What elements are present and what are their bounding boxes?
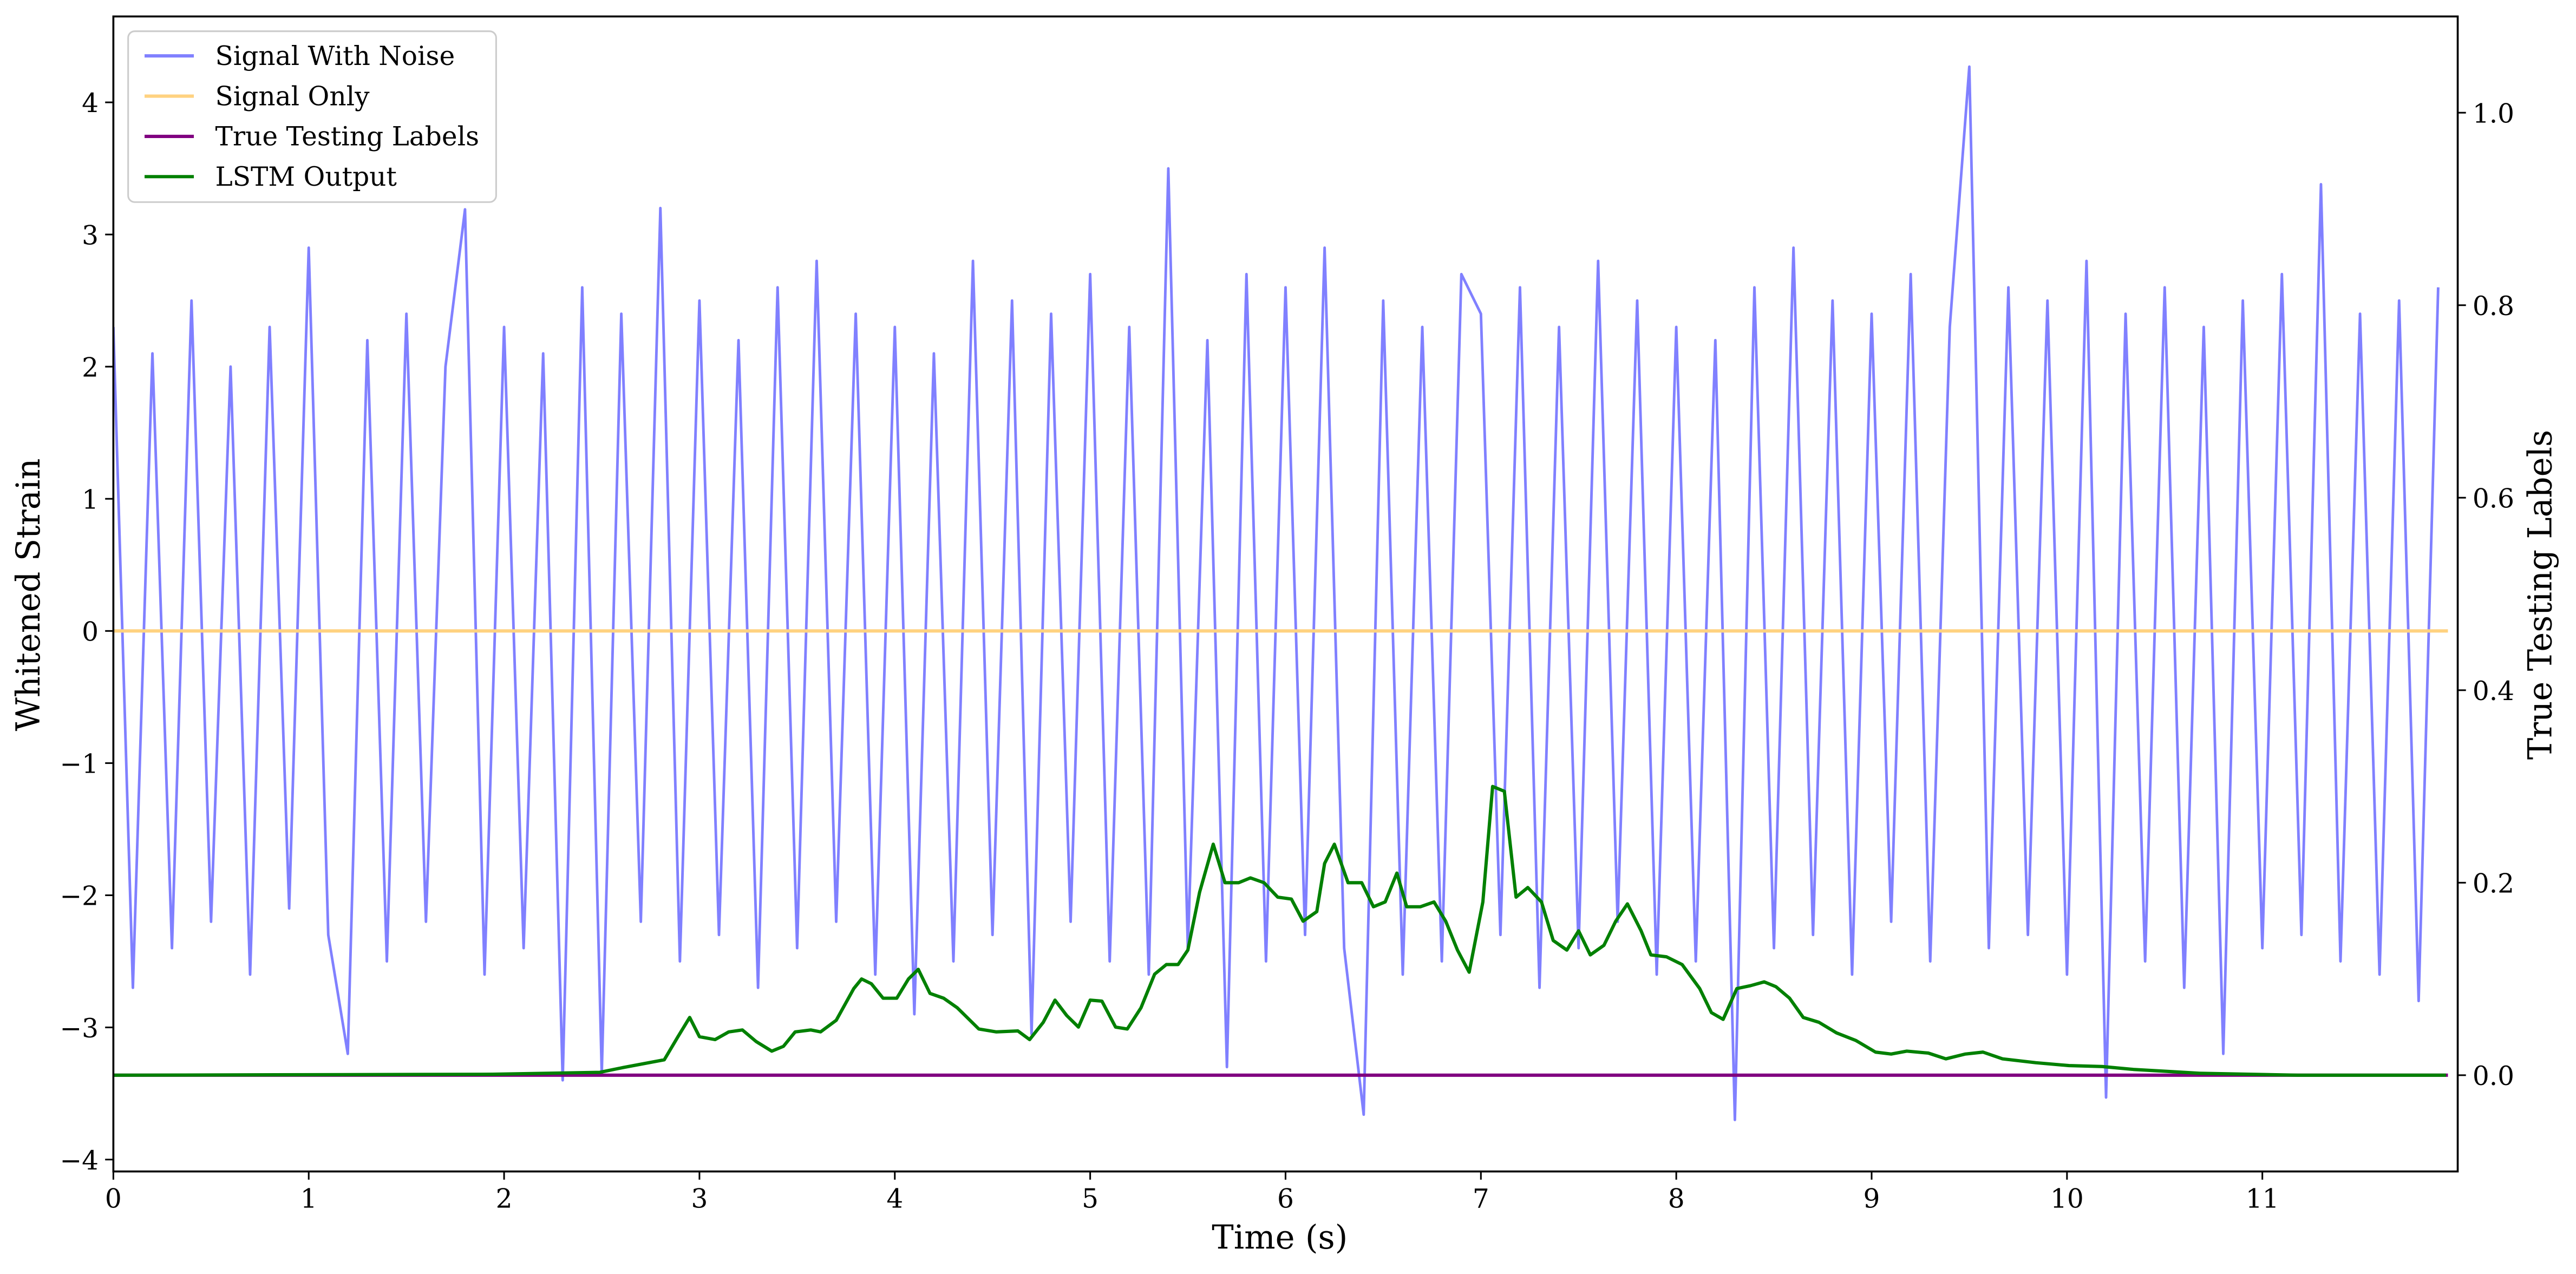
x-tick-label: 4	[886, 1184, 903, 1214]
series-line	[113, 785, 2446, 1077]
y2-tick-label: 0.2	[2473, 869, 2514, 899]
x-tick-label: 11	[2246, 1184, 2279, 1214]
y-tick-label: 3	[82, 220, 99, 251]
y-tick-label: 1	[82, 485, 99, 515]
y-tick-label: 0	[82, 617, 99, 648]
x-tick-label: 3	[691, 1184, 708, 1214]
y-tick-label: 2	[82, 352, 99, 383]
y-tick-label: −1	[60, 749, 99, 780]
legend-box	[127, 30, 497, 203]
y2-tick-label: 0.8	[2473, 291, 2514, 322]
y-tick-label: −2	[60, 881, 99, 912]
series-line	[113, 65, 2440, 1121]
y-tick-label: 4	[82, 88, 99, 119]
x-axis-label: Time (s)	[1212, 1219, 1348, 1257]
y2-tick-label: 0.6	[2473, 484, 2514, 514]
y-tick-label: −3	[60, 1014, 99, 1044]
y2-axis-label: True Testing Labels	[2521, 430, 2559, 760]
plot-frame	[112, 15, 2459, 1173]
x-tick-label: 0	[105, 1184, 122, 1214]
legend-label: Signal With Noise	[215, 41, 455, 71]
x-tick-label: 9	[1864, 1184, 1880, 1214]
y2-tick-label: 0.0	[2473, 1061, 2514, 1092]
y2-tick-label: 1.0	[2473, 99, 2514, 129]
x-tick-label: 1	[300, 1184, 317, 1214]
y-tick-label: −4	[60, 1146, 99, 1176]
x-tick-label: 6	[1277, 1184, 1294, 1214]
y-axis-label: Whitened Strain	[10, 459, 48, 731]
legend-label: Signal Only	[215, 81, 370, 112]
legend-label: LSTM Output	[215, 162, 397, 192]
x-tick-label: 8	[1668, 1184, 1685, 1214]
x-tick-label: 7	[1473, 1184, 1489, 1214]
legend-label: True Testing Labels	[215, 122, 480, 152]
x-tick-label: 5	[1082, 1184, 1099, 1214]
x-tick-label: 2	[496, 1184, 513, 1214]
x-tick-label: 10	[2050, 1184, 2084, 1214]
y2-tick-label: 0.4	[2473, 676, 2514, 707]
